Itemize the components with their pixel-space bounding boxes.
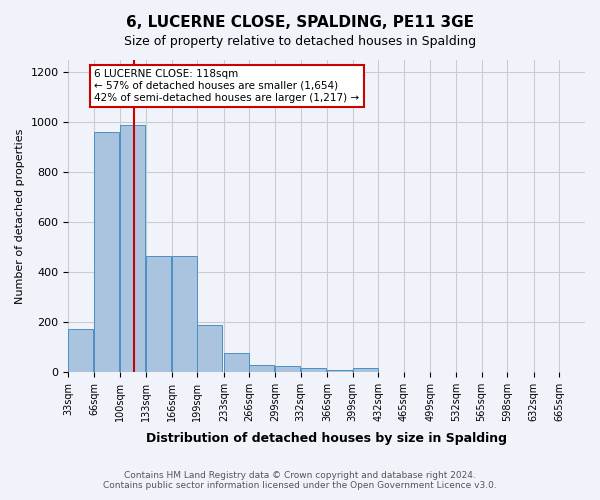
Bar [275,366,300,372]
Bar [250,365,274,372]
Bar [94,132,119,372]
Bar [68,330,93,372]
Bar [197,325,222,372]
Bar [353,368,377,372]
Text: 6, LUCERNE CLOSE, SPALDING, PE11 3GE: 6, LUCERNE CLOSE, SPALDING, PE11 3GE [126,15,474,30]
Bar [121,125,145,372]
Bar [224,353,248,372]
Bar [327,370,352,372]
Y-axis label: Number of detached properties: Number of detached properties [15,128,25,304]
Text: Size of property relative to detached houses in Spalding: Size of property relative to detached ho… [124,35,476,48]
Text: Contains HM Land Registry data © Crown copyright and database right 2024.
Contai: Contains HM Land Registry data © Crown c… [103,470,497,490]
Bar [301,368,326,372]
Bar [146,256,171,372]
X-axis label: Distribution of detached houses by size in Spalding: Distribution of detached houses by size … [146,432,507,445]
Text: 6 LUCERNE CLOSE: 118sqm
← 57% of detached houses are smaller (1,654)
42% of semi: 6 LUCERNE CLOSE: 118sqm ← 57% of detache… [94,70,359,102]
Bar [172,256,197,372]
